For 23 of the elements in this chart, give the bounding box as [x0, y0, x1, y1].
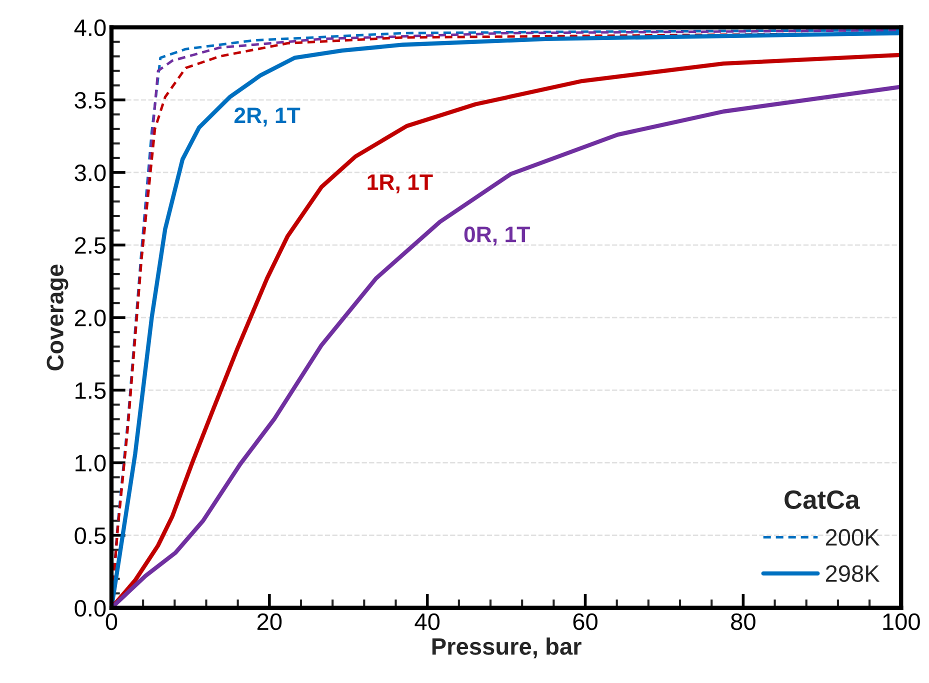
annotation: 0R, 1T [464, 226, 530, 246]
y-tick-label: 3.5 [74, 92, 106, 109]
annotation: 2R, 1T [234, 108, 300, 126]
x-tick-label: 20 [257, 613, 282, 630]
y-tick-label: 1.5 [76, 382, 106, 399]
y-axis-title: Coverage [46, 264, 68, 370]
annotation: 1R, 1T [368, 174, 433, 194]
y-tick-label: 2.5 [74, 237, 106, 254]
y-tick-label: 0.5 [74, 527, 106, 544]
y-tick-label: 1.0 [76, 454, 106, 472]
y-tick-label: 0.0 [74, 600, 106, 617]
x-tick-label: 40 [414, 613, 440, 630]
y-tick-label: 3.0 [74, 164, 106, 182]
x-axis-title: Pressure, bar [432, 638, 582, 658]
x-tick-label: 0 [106, 613, 118, 630]
x-tick-label: 100 [883, 613, 920, 630]
y-tick-label: 2.0 [74, 310, 106, 326]
x-tick-label: 60 [573, 613, 598, 630]
legend-label: 298K [826, 565, 880, 582]
legend-label: 200K [826, 529, 880, 546]
x-tick-label: 80 [731, 613, 756, 630]
legend-title: CatCa [784, 490, 860, 510]
y-tick-label: 4.0 [74, 19, 106, 36]
